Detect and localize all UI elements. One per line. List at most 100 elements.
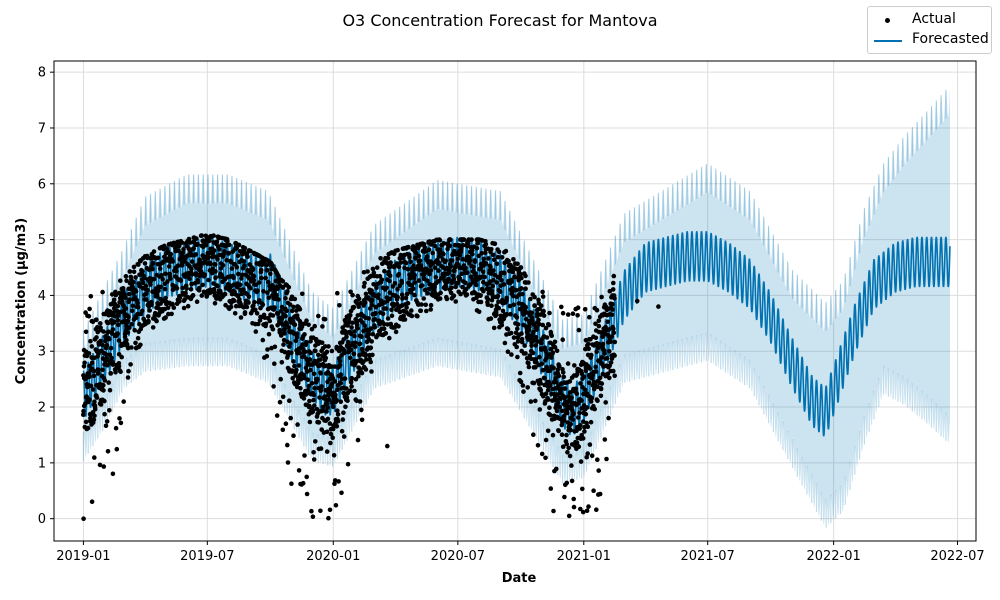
actual-point (85, 425, 91, 431)
actual-point (132, 328, 137, 333)
y-tick-label: 0 (38, 512, 46, 527)
actual-point (258, 305, 263, 311)
actual-point (170, 301, 175, 307)
actual-point (97, 462, 103, 468)
actual-point (531, 380, 537, 386)
actual-point (383, 330, 389, 336)
actual-point (81, 516, 86, 521)
actual-point (140, 308, 145, 314)
actual-point (539, 361, 545, 367)
actual-point (286, 325, 291, 330)
actual-point (584, 508, 590, 514)
actual-point (285, 289, 290, 294)
y-tick-label: 7 (38, 121, 46, 136)
actual-point (240, 272, 245, 278)
actual-point (190, 293, 196, 298)
actual-point (496, 305, 502, 311)
actual-point (260, 302, 266, 307)
actual-point (400, 296, 405, 301)
actual-point (282, 331, 287, 336)
actual-point (559, 304, 564, 310)
actual-point (541, 313, 547, 318)
actual-point (133, 289, 139, 294)
actual-point (185, 303, 191, 309)
actual-point (430, 250, 436, 256)
actual-point (547, 405, 552, 411)
actual-point (226, 250, 231, 256)
actual-point (343, 404, 348, 410)
actual-point (228, 284, 233, 290)
actual-point (415, 313, 420, 319)
actual-point (252, 299, 257, 305)
actual-point (123, 274, 129, 279)
actual-point (168, 276, 173, 281)
actual-point (514, 344, 519, 350)
actual-point (318, 388, 324, 394)
x-tick-label: 2021-01 (557, 549, 611, 564)
actual-point (166, 264, 172, 269)
actual-point (133, 275, 138, 280)
actual-point (298, 386, 303, 391)
actual-point (481, 256, 487, 262)
actual-point (560, 337, 565, 343)
actual-point (135, 335, 141, 341)
actual-point (92, 399, 97, 405)
actual-point (539, 451, 545, 457)
actual-point (511, 257, 516, 262)
actual-point (496, 249, 502, 255)
actual-point (399, 280, 405, 286)
actual-point (320, 324, 325, 329)
actual-point (409, 313, 415, 319)
actual-point (571, 504, 577, 510)
actual-point (151, 276, 157, 282)
actual-point (634, 298, 640, 304)
actual-point (395, 294, 401, 300)
actual-point (385, 316, 391, 321)
x-tick-label: 2022-07 (930, 549, 984, 564)
actual-point (246, 294, 252, 299)
actual-point (486, 256, 491, 261)
actual-point (559, 408, 565, 414)
actual-point (86, 351, 92, 356)
actual-point (550, 432, 556, 438)
actual-point (575, 305, 581, 311)
actual-point (125, 375, 131, 380)
actual-point (605, 371, 611, 377)
actual-point (132, 294, 138, 300)
actual-point (342, 376, 348, 381)
actual-point (531, 329, 536, 335)
actual-point (372, 316, 378, 322)
actual-point (101, 388, 106, 393)
actual-point (133, 315, 139, 321)
actual-point (375, 332, 381, 338)
actual-point (450, 273, 456, 278)
actual-point (551, 365, 556, 371)
actual-point (594, 307, 600, 313)
actual-point (289, 350, 294, 356)
actual-point (146, 318, 151, 324)
actual-point (220, 263, 226, 268)
actual-point (102, 411, 107, 417)
actual-point (280, 427, 286, 433)
actual-point (347, 388, 353, 394)
actual-point (408, 290, 414, 295)
actual-point (216, 235, 222, 241)
actual-point (100, 342, 105, 348)
actual-point (536, 317, 541, 323)
actual-point (248, 286, 253, 291)
actual-point (170, 259, 176, 264)
actual-point (129, 345, 134, 350)
actual-point (94, 335, 99, 340)
actual-point (235, 253, 241, 258)
actual-point (311, 450, 316, 455)
actual-point (291, 304, 296, 310)
actual-point (582, 429, 587, 434)
actual-point (87, 397, 92, 403)
actual-point (498, 289, 503, 295)
actual-point (602, 348, 607, 353)
actual-point (514, 315, 520, 320)
actual-point (211, 233, 216, 238)
actual-point (485, 297, 491, 302)
actual-point (357, 399, 363, 404)
actual-point (597, 375, 603, 381)
